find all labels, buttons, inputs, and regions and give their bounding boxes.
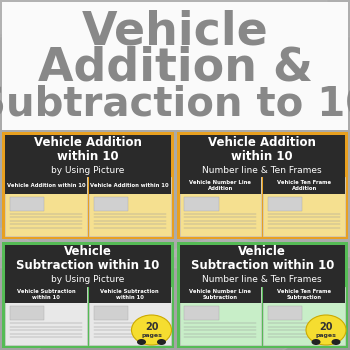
Bar [5, 287, 87, 345]
FancyBboxPatch shape [0, 0, 350, 257]
Bar [2, 132, 174, 238]
Bar [2, 241, 174, 348]
Text: Vehicle Ten Frame
Subtraction: Vehicle Ten Frame Subtraction [277, 289, 331, 300]
Bar [176, 241, 348, 348]
Text: Subtraction within 10: Subtraction within 10 [16, 259, 160, 272]
Bar [180, 245, 345, 287]
Text: 20: 20 [145, 322, 158, 332]
Text: Number line & Ten Frames: Number line & Ten Frames [202, 166, 322, 175]
Bar [94, 197, 128, 211]
Text: Vehicle: Vehicle [82, 9, 268, 55]
Bar [5, 245, 170, 287]
Ellipse shape [136, 238, 316, 350]
Text: within 10: within 10 [231, 149, 293, 163]
Bar [180, 287, 261, 303]
Bar [89, 177, 170, 194]
Text: Addition &: Addition & [37, 46, 313, 91]
Bar [184, 306, 219, 321]
Bar [89, 287, 170, 303]
Ellipse shape [0, 222, 66, 350]
Bar [180, 287, 261, 345]
Bar [268, 306, 302, 321]
Ellipse shape [137, 339, 146, 345]
Bar [94, 306, 128, 321]
Bar [263, 287, 345, 303]
Bar [184, 197, 219, 211]
Text: Vehicle Addition within 10: Vehicle Addition within 10 [7, 183, 85, 188]
FancyBboxPatch shape [0, 0, 350, 267]
Bar [180, 177, 261, 236]
Ellipse shape [132, 315, 172, 345]
Ellipse shape [0, 334, 19, 350]
Bar [180, 177, 261, 194]
Text: Vehicle Number Line
Addition: Vehicle Number Line Addition [189, 180, 251, 191]
Bar [5, 177, 87, 236]
Bar [5, 135, 170, 177]
Bar [268, 197, 302, 211]
Ellipse shape [331, 339, 341, 345]
Text: Vehicle Subtraction
within 10: Vehicle Subtraction within 10 [16, 289, 75, 300]
Bar [263, 287, 345, 345]
Bar [180, 135, 345, 177]
Text: 20: 20 [319, 322, 333, 332]
Text: Subtraction within 10: Subtraction within 10 [190, 259, 334, 272]
Text: by Using Picture: by Using Picture [51, 166, 125, 175]
Bar [263, 177, 345, 194]
Text: Vehicle Addition within 10: Vehicle Addition within 10 [90, 183, 169, 188]
Bar [10, 197, 44, 211]
Ellipse shape [306, 315, 346, 345]
FancyBboxPatch shape [0, 0, 350, 37]
Text: Vehicle Number Line
Subtraction: Vehicle Number Line Subtraction [189, 289, 251, 300]
Text: pages: pages [141, 334, 162, 338]
Text: within 10: within 10 [57, 149, 119, 163]
Text: Vehicle Addition: Vehicle Addition [34, 135, 142, 148]
Text: Subtraction to 10: Subtraction to 10 [0, 85, 350, 125]
Text: Vehicle Subtraction
within 10: Vehicle Subtraction within 10 [100, 289, 159, 300]
Bar [89, 287, 170, 345]
Text: Vehicle Addition: Vehicle Addition [208, 135, 316, 148]
Bar [5, 287, 87, 303]
Bar [10, 306, 44, 321]
Bar [2, 2, 348, 130]
Text: Vehicle Ten Frame
Addition: Vehicle Ten Frame Addition [277, 180, 331, 191]
Text: by Using Picture: by Using Picture [51, 275, 125, 284]
Ellipse shape [157, 339, 166, 345]
Bar [176, 132, 348, 238]
Ellipse shape [312, 339, 321, 345]
Bar [89, 177, 170, 236]
Bar [263, 177, 345, 236]
Text: pages: pages [316, 334, 336, 338]
FancyBboxPatch shape [0, 0, 327, 34]
Bar [5, 177, 87, 194]
Text: Vehicle: Vehicle [238, 245, 286, 258]
Text: Number line & Ten Frames: Number line & Ten Frames [202, 275, 322, 284]
Text: Vehicle: Vehicle [64, 245, 112, 258]
